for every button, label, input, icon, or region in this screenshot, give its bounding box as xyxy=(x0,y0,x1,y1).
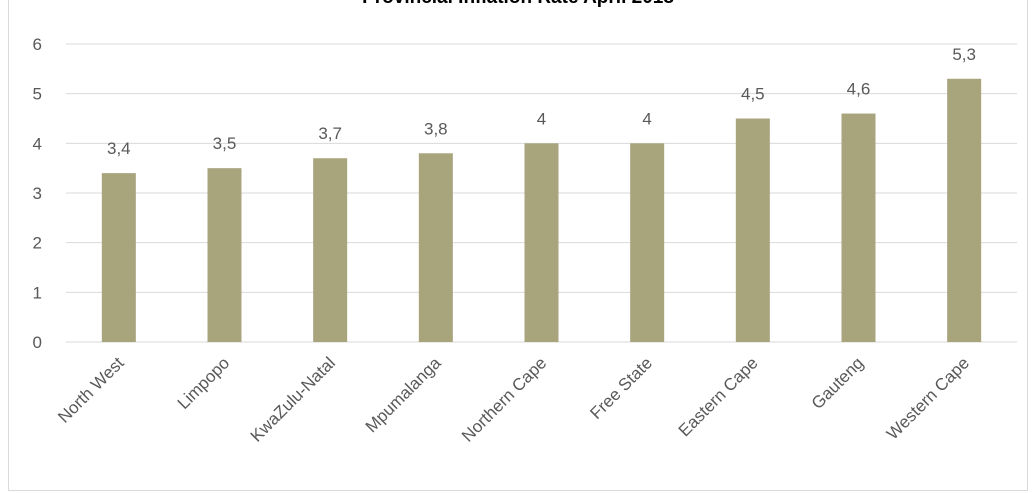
bar-northern-cape xyxy=(524,143,559,342)
bar-gauteng xyxy=(841,113,876,343)
data-label: 3,7 xyxy=(318,124,342,143)
bar-mpumalanga xyxy=(418,153,453,342)
bar-north-west xyxy=(101,173,136,342)
bar-eastern-cape xyxy=(735,118,770,342)
data-label: 3,4 xyxy=(107,139,131,158)
x-category-label: Eastern Cape xyxy=(675,353,762,440)
x-category-label: Free State xyxy=(586,353,656,423)
bars xyxy=(101,78,982,343)
data-label: 3,5 xyxy=(213,134,237,153)
x-axis-labels: North West Limpopo KwaZulu-Natal Mpumalanga… xyxy=(54,353,973,446)
chart-title: Provincial Inflation Rate April 2018 xyxy=(0,0,1036,9)
y-tick-label: 5 xyxy=(33,85,42,104)
data-label: 4,6 xyxy=(847,80,871,99)
data-label: 4 xyxy=(642,109,651,128)
data-label: 3,8 xyxy=(424,119,448,138)
x-category-label: Gauteng xyxy=(808,353,868,413)
data-label: 5,3 xyxy=(952,45,976,64)
data-label: 4 xyxy=(537,109,546,128)
y-tick-label: 3 xyxy=(33,184,42,203)
x-category-label: North West xyxy=(54,353,128,427)
bar-kwazulu-natal xyxy=(313,158,348,342)
y-tick-label: 4 xyxy=(33,134,42,153)
x-category-label: Mpumalanga xyxy=(362,353,445,436)
x-category-label: Northern Cape xyxy=(458,353,550,445)
bar-limpopo xyxy=(207,168,242,342)
y-tick-label: 6 xyxy=(33,35,42,54)
data-labels: 3,4 3,5 3,7 3,8 4 4 4,5 4,6 5,3 xyxy=(107,45,976,158)
y-tick-label: 2 xyxy=(33,234,42,253)
x-category-label: Western Cape xyxy=(883,353,973,443)
y-tick-label: 0 xyxy=(33,333,42,352)
y-axis-ticks: 0 1 2 3 4 5 6 xyxy=(33,35,42,352)
x-category-label: KwaZulu-Natal xyxy=(247,353,339,445)
data-label: 4,5 xyxy=(741,85,765,104)
bar-western-cape xyxy=(947,78,982,343)
y-tick-label: 1 xyxy=(33,283,42,302)
x-category-label: Limpopo xyxy=(174,353,234,413)
bar-free-state xyxy=(630,143,665,342)
